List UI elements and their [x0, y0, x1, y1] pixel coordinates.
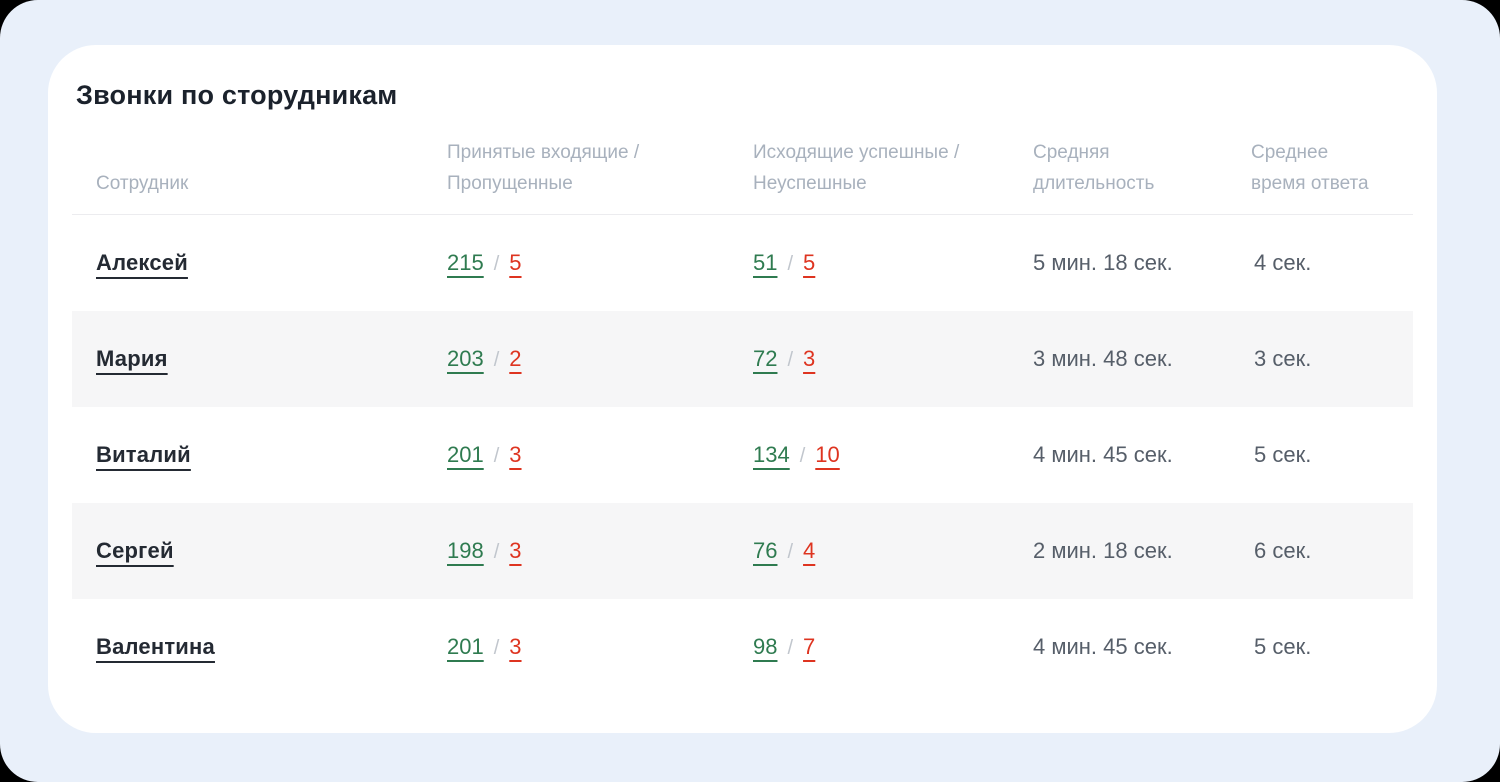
employee-name-link[interactable]: Алексей: [96, 250, 188, 275]
table-row: Сергей 198 / 3 76 / 4 2 мин. 18 сек. 6 сек.: [72, 503, 1413, 599]
separator-slash: /: [493, 349, 500, 371]
column-header-incoming: Принятые входящие / Пропущенные: [447, 137, 753, 199]
separator-slash: /: [493, 253, 500, 275]
outgoing-success-link[interactable]: 76: [753, 538, 778, 563]
page-title: Звонки по сторудникам: [76, 80, 398, 110]
outgoing-success-link[interactable]: 134: [753, 442, 790, 467]
table-row: Валентина 201 / 3 98 / 7 4 мин. 45 сек. 5 се…: [72, 599, 1413, 695]
avg-answer-time-value: 5 сек.: [1254, 634, 1312, 659]
avg-duration-value: 5 мин. 18 сек.: [1033, 250, 1173, 275]
outgoing-cell: 134 / 10: [753, 442, 1033, 468]
incoming-accepted-link[interactable]: 203: [447, 346, 484, 371]
incoming-missed-link[interactable]: 3: [509, 538, 522, 563]
avg-duration-value: 2 мин. 18 сек.: [1033, 538, 1173, 563]
incoming-cell: 198 / 3: [447, 538, 753, 564]
column-header-avg-answer-time-line2: время ответа: [1251, 173, 1369, 194]
separator-slash: /: [799, 445, 806, 467]
avg-answer-time-value: 4 сек.: [1254, 250, 1312, 275]
avg-answer-time-value: 5 сек.: [1254, 442, 1312, 467]
incoming-missed-link[interactable]: 5: [509, 250, 522, 275]
outgoing-success-link[interactable]: 51: [753, 250, 778, 275]
separator-slash: /: [787, 349, 794, 371]
outgoing-cell: 98 / 7: [753, 634, 1033, 660]
table-row: Виталий 201 / 3 134 / 10 4 мин. 45 сек. 5 се…: [72, 407, 1413, 503]
avg-duration-value: 4 мин. 45 сек.: [1033, 442, 1173, 467]
incoming-accepted-link[interactable]: 198: [447, 538, 484, 563]
incoming-accepted-link[interactable]: 201: [447, 442, 484, 467]
column-header-incoming-line1: Принятые входящие /: [447, 142, 640, 163]
incoming-accepted-link[interactable]: 215: [447, 250, 484, 275]
outgoing-cell: 72 / 3: [753, 346, 1033, 372]
incoming-missed-link[interactable]: 3: [509, 442, 522, 467]
outgoing-failed-link[interactable]: 5: [803, 250, 816, 275]
column-header-incoming-line2: Пропущенные: [447, 173, 573, 194]
column-header-avg-duration-line1: Средняя: [1033, 142, 1110, 163]
table-body: Алексей 215 / 5 51 / 5 5 мин. 18 сек. 4 сек.…: [72, 215, 1413, 695]
column-header-avg-duration-line2: длительность: [1033, 173, 1155, 194]
outgoing-failed-link[interactable]: 4: [803, 538, 816, 563]
column-header-employee: Сотрудник: [72, 168, 447, 199]
separator-slash: /: [493, 445, 500, 467]
separator-slash: /: [787, 541, 794, 563]
outgoing-cell: 76 / 4: [753, 538, 1033, 564]
column-header-avg-answer-time: Среднее время ответа: [1251, 137, 1413, 199]
column-header-outgoing: Исходящие успешные / Неуспешные: [753, 137, 1033, 199]
separator-slash: /: [493, 541, 500, 563]
employee-cell: Алексей: [72, 250, 447, 276]
separator-slash: /: [493, 637, 500, 659]
outgoing-cell: 51 / 5: [753, 250, 1033, 276]
column-header-avg-duration: Средняя длительность: [1033, 137, 1251, 199]
table-row: Мария 203 / 2 72 / 3 3 мин. 48 сек. 3 сек.: [72, 311, 1413, 407]
column-header-outgoing-line2: Неуспешные: [753, 173, 867, 194]
outgoing-failed-link[interactable]: 3: [803, 346, 816, 371]
employee-name-link[interactable]: Валентина: [96, 634, 215, 659]
avg-duration-value: 4 мин. 45 сек.: [1033, 634, 1173, 659]
separator-slash: /: [787, 637, 794, 659]
avg-answer-time-value: 3 сек.: [1254, 346, 1312, 371]
outgoing-success-link[interactable]: 98: [753, 634, 778, 659]
separator-slash: /: [787, 253, 794, 275]
incoming-cell: 201 / 3: [447, 442, 753, 468]
employee-cell: Виталий: [72, 442, 447, 468]
incoming-cell: 203 / 2: [447, 346, 753, 372]
incoming-accepted-link[interactable]: 201: [447, 634, 484, 659]
avg-duration-value: 3 мин. 48 сек.: [1033, 346, 1173, 371]
outgoing-success-link[interactable]: 72: [753, 346, 778, 371]
incoming-cell: 215 / 5: [447, 250, 753, 276]
column-header-avg-answer-time-line1: Среднее: [1251, 142, 1329, 163]
employee-name-link[interactable]: Мария: [96, 346, 168, 371]
column-header-outgoing-line1: Исходящие успешные /: [753, 142, 960, 163]
employee-cell: Сергей: [72, 538, 447, 564]
outgoing-failed-link[interactable]: 7: [803, 634, 816, 659]
column-header-employee-label: Сотрудник: [96, 173, 189, 194]
outgoing-failed-link[interactable]: 10: [815, 442, 840, 467]
incoming-missed-link[interactable]: 2: [509, 346, 522, 371]
table-header-row: Сотрудник Принятые входящие / Пропущенны…: [72, 137, 1413, 215]
employee-cell: Мария: [72, 346, 447, 372]
employee-cell: Валентина: [72, 634, 447, 660]
table-row: Алексей 215 / 5 51 / 5 5 мин. 18 сек. 4 сек.: [72, 215, 1413, 311]
incoming-missed-link[interactable]: 3: [509, 634, 522, 659]
employee-name-link[interactable]: Виталий: [96, 442, 191, 467]
calls-by-employee-card: Звонки по сторудникам Сотрудник Принятые…: [48, 45, 1437, 733]
employee-name-link[interactable]: Сергей: [96, 538, 174, 563]
incoming-cell: 201 / 3: [447, 634, 753, 660]
avg-answer-time-value: 6 сек.: [1254, 538, 1312, 563]
